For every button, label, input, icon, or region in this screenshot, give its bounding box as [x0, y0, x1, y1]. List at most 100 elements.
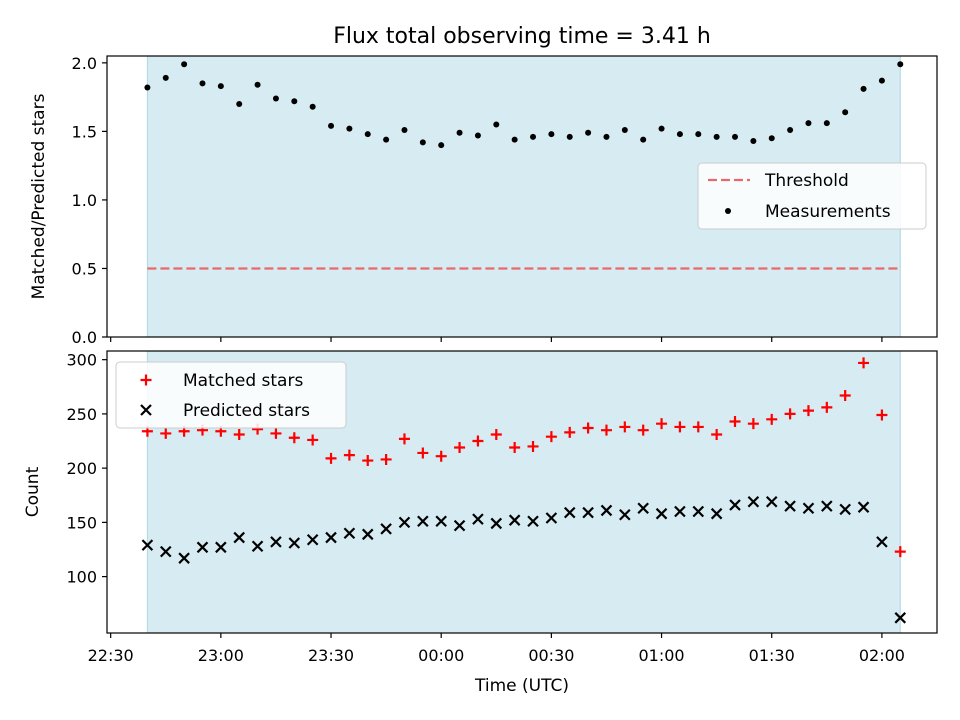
data-point — [710, 507, 723, 520]
data-point — [676, 131, 683, 138]
data-point — [713, 133, 720, 140]
data-point — [453, 519, 466, 532]
data-point — [805, 120, 812, 127]
data-point — [876, 536, 888, 548]
y-tick-label: 1.5 — [72, 122, 97, 141]
data-point — [325, 452, 337, 464]
data-point — [236, 100, 243, 107]
data-point — [508, 514, 521, 526]
data-point — [215, 541, 227, 554]
data-point — [566, 133, 573, 140]
y-tick-label: 300 — [66, 351, 97, 370]
data-point — [160, 427, 172, 439]
data-point — [364, 131, 371, 138]
top-panel: 0.0 0.5 1.0 1.5 2.0 Matched/Predicted stars Th… — [29, 54, 938, 347]
data-point — [750, 137, 757, 144]
y-axis-label: Matched/Predicted stars — [29, 93, 49, 299]
data-point — [857, 501, 870, 513]
data-point — [766, 413, 778, 425]
data-point — [383, 136, 390, 143]
legend-box — [115, 361, 347, 429]
data-point — [288, 432, 300, 444]
data-point — [401, 127, 408, 134]
data-point — [858, 357, 870, 369]
legend-predicted-label: Predicted stars — [183, 401, 310, 421]
data-point — [217, 83, 224, 90]
data-point — [474, 132, 481, 139]
data-point — [309, 103, 316, 110]
y-tick-label: 250 — [66, 405, 97, 424]
data-point — [511, 136, 518, 143]
axes-frame — [106, 350, 938, 634]
x-tick-label: 01:00 — [639, 646, 685, 665]
series-predicted-stars — [141, 495, 907, 624]
data-point — [472, 435, 484, 447]
data-point — [343, 527, 356, 539]
data-point — [438, 142, 445, 149]
legend-measurements-swatch — [725, 208, 731, 214]
legend-box — [697, 162, 927, 230]
data-point — [839, 503, 851, 516]
data-point — [695, 131, 702, 138]
x-tick-label: 02:00 — [859, 646, 905, 665]
data-point — [729, 416, 741, 427]
data-point — [585, 129, 592, 136]
y-tick-label: 0.0 — [72, 328, 97, 347]
data-point — [658, 125, 665, 132]
data-point — [655, 507, 668, 520]
data-point — [545, 512, 558, 524]
data-point — [548, 131, 555, 138]
data-point — [784, 500, 796, 512]
x-tick-label: 23:00 — [198, 646, 244, 665]
data-point — [619, 508, 631, 521]
y-tick-label: 100 — [66, 568, 97, 587]
legend-matched-label: Matched stars — [183, 371, 303, 391]
data-point — [787, 127, 794, 134]
data-point — [784, 408, 796, 420]
data-point — [823, 120, 830, 127]
data-point — [600, 504, 613, 517]
data-point — [362, 455, 374, 467]
data-point — [233, 531, 245, 544]
y-axis-label: Count — [23, 466, 43, 517]
data-point — [272, 95, 279, 102]
data-point — [417, 447, 429, 459]
y-tick-label: 200 — [66, 459, 97, 478]
data-point — [692, 421, 704, 433]
data-point — [747, 418, 759, 430]
data-point — [472, 513, 484, 525]
data-point — [196, 541, 209, 554]
data-point — [768, 135, 775, 142]
data-point — [181, 61, 188, 68]
data-point — [159, 545, 172, 558]
data-point — [842, 109, 849, 116]
data-point — [435, 515, 447, 528]
data-point — [821, 500, 833, 512]
data-point — [456, 129, 463, 136]
data-point — [417, 515, 429, 528]
data-point — [732, 133, 739, 140]
data-point — [897, 61, 904, 68]
data-point — [162, 74, 169, 81]
y-tick-label: 150 — [66, 513, 97, 532]
legend-predicted-swatch — [140, 404, 152, 416]
data-point — [144, 84, 151, 91]
data-point — [251, 540, 264, 553]
series-measurements — [144, 61, 904, 149]
bottom-panel: 100 150 200 250 300 22:30 23:00 23:30 00:00 00:30… — [23, 350, 938, 696]
data-point — [802, 502, 815, 515]
data-point — [398, 516, 411, 529]
data-point — [328, 122, 335, 129]
data-point — [199, 80, 206, 87]
data-point — [894, 612, 907, 624]
data-point — [380, 523, 392, 535]
data-point — [674, 421, 686, 433]
data-point — [878, 77, 885, 84]
data-point — [270, 536, 282, 548]
y-tick-label: 1.0 — [72, 191, 97, 210]
data-point — [619, 421, 631, 433]
data-point — [821, 401, 833, 413]
data-point — [291, 98, 298, 105]
data-point — [288, 537, 301, 549]
